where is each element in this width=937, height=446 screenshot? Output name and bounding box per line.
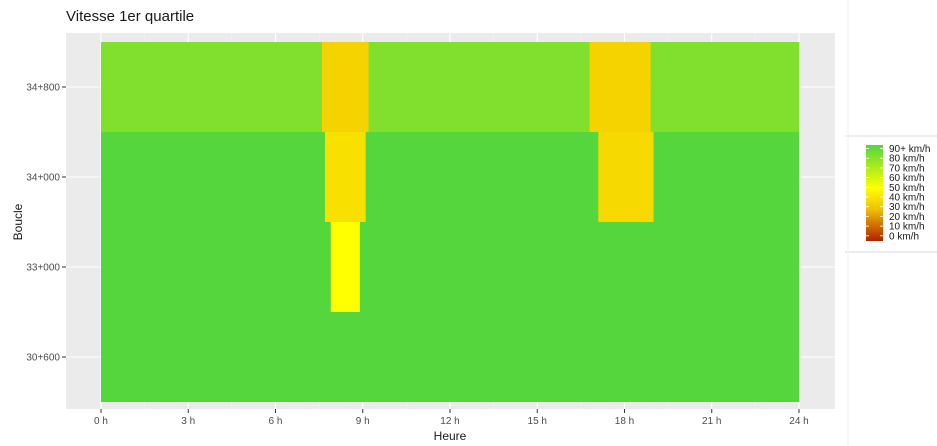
heatmap-cell bbox=[368, 42, 590, 132]
legend-label: 50 km/h bbox=[889, 183, 925, 194]
x-tick-label: 6 h bbox=[269, 416, 283, 427]
legend-label: 80 km/h bbox=[889, 154, 925, 165]
x-axis-label: Heure bbox=[434, 429, 467, 443]
y-axis-ticks: 30+600 33+000 34+000 34+800 bbox=[26, 83, 66, 364]
y-axis-label: Boucle bbox=[11, 203, 25, 240]
x-tick-label: 3 h bbox=[181, 416, 195, 427]
legend-label: 60 km/h bbox=[889, 173, 925, 184]
legend-label: 70 km/h bbox=[889, 163, 925, 174]
y-tick-label: 33+000 bbox=[26, 263, 60, 274]
legend-label: 20 km/h bbox=[889, 212, 925, 223]
x-tick-label: 21 h bbox=[702, 416, 721, 427]
heatmap-cell bbox=[598, 132, 654, 222]
y-tick-label: 30+600 bbox=[26, 353, 60, 364]
x-tick-label: 0 h bbox=[94, 416, 108, 427]
y-tick-label: 34+000 bbox=[26, 173, 60, 184]
legend-label: 90+ km/h bbox=[889, 144, 930, 155]
heatmap-cell bbox=[101, 132, 326, 222]
x-tick-label: 12 h bbox=[440, 416, 459, 427]
heatmap-cell bbox=[101, 42, 323, 132]
legend-labels: 90+ km/h80 km/h70 km/h60 km/h50 km/h40 k… bbox=[866, 144, 930, 242]
legend-label: 30 km/h bbox=[889, 202, 925, 213]
heatmap-cells bbox=[101, 42, 800, 402]
heatmap-cell bbox=[101, 222, 332, 312]
heatmap-cell bbox=[322, 42, 369, 132]
heatmap-cell bbox=[653, 132, 800, 222]
y-tick-label: 34+800 bbox=[26, 83, 60, 94]
heatmap-cell bbox=[330, 222, 361, 312]
x-tick-label: 9 h bbox=[356, 416, 370, 427]
x-tick-label: 24 h bbox=[789, 416, 808, 427]
x-tick-label: 15 h bbox=[528, 416, 547, 427]
heatmap-cell bbox=[101, 312, 800, 402]
heatmap-cell bbox=[589, 42, 651, 132]
legend-label: 0 km/h bbox=[889, 231, 919, 242]
heatmap-cell bbox=[324, 132, 366, 222]
legend-colorbar bbox=[866, 145, 883, 241]
heatmap-cell bbox=[359, 222, 800, 312]
legend-label: 40 km/h bbox=[889, 193, 925, 204]
chart-title: Vitesse 1er quartile bbox=[66, 8, 195, 25]
heatmap-cell bbox=[650, 42, 800, 132]
heatmap-cell bbox=[365, 132, 599, 222]
legend-label: 10 km/h bbox=[889, 222, 925, 233]
x-axis-ticks: 0 h 3 h 6 h 9 h 12 h 15 h 18 h 21 h 24 h bbox=[94, 409, 809, 427]
x-tick-label: 18 h bbox=[615, 416, 634, 427]
